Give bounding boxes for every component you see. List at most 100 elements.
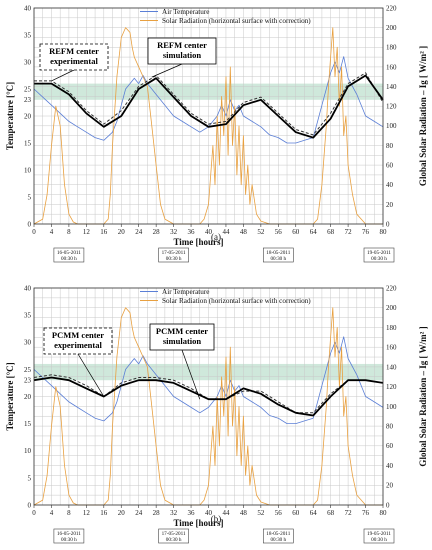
chart-b-x-tick-label: 44 — [222, 509, 230, 517]
chart-a-x-tick-label: 32 — [170, 228, 178, 236]
chart-b-date-text: 16-05-2011 — [57, 531, 81, 537]
chart-a-x-tick-label: 68 — [327, 228, 335, 236]
chart-a-date-box — [262, 247, 294, 263]
chart-a-y-left-tick-label: 35 — [24, 31, 32, 39]
chart-a-x-tick-label: 20 — [118, 228, 126, 236]
chart-a-callout-text: experimental — [50, 56, 98, 66]
chart-a-x-tick-label: 64 — [310, 228, 318, 236]
chart-b-x-tick-label: 76 — [362, 509, 370, 517]
chart-b-x-tick-label: 20 — [118, 509, 126, 517]
chart-b-y-right-tick-label: 120 — [386, 383, 397, 391]
chart-b-x-tick-label: 60 — [292, 509, 300, 517]
chart-a-y-right-axis-title: Global Solar Radiation – Ig [ W/m² ] — [418, 46, 428, 186]
chart-a-date-text: 19-05-2011 — [367, 250, 391, 256]
chart-b-y-right-tick-label: 140 — [386, 363, 397, 371]
chart-b-x-tick-label: 68 — [327, 509, 335, 517]
chart-a-y-right-tick-label: 120 — [386, 103, 397, 111]
chart-a-date-text: 00:30 h — [270, 256, 286, 262]
chart-a-y-right-tick-label: 200 — [386, 24, 397, 32]
chart-a-x-tick-label: 40 — [205, 228, 213, 236]
chart-a-series-3 — [34, 74, 384, 139]
chart-b-x-tick-label: 28 — [153, 509, 161, 517]
chart-a-callout-leader — [51, 69, 75, 82]
chart-a-y-left-tick-label: 20 — [24, 112, 32, 120]
chart-a-y-right-tick-label: 180 — [386, 44, 397, 52]
chart-b-series-1 — [33, 307, 383, 506]
chart-b-y-left-tick-label: 20 — [24, 393, 32, 401]
chart-a-date-box — [53, 247, 85, 263]
chart-b-x-tick-label: 16 — [100, 509, 108, 517]
chart-b-legend-entry: Air Temperature — [162, 288, 209, 296]
chart-b-callout-text: PCMM center — [156, 326, 208, 336]
chart-a-date-text: 18-05-2011 — [266, 250, 290, 256]
chart-b-date-text: 17-05-2011 — [162, 531, 186, 537]
chart-a-y-right-tick-label: 220 — [386, 4, 397, 12]
chart-b-series-3 — [33, 376, 384, 417]
chart-a-y-right-tick-label: 60 — [386, 161, 394, 169]
chart-a-series-1 — [33, 27, 383, 225]
chart-b-x-tick-label: 36 — [188, 509, 196, 517]
chart-a-y-right-tick-label: 20 — [386, 201, 394, 209]
chart-a-x-tick-label: 80 — [380, 228, 388, 236]
chart-b-y-left-tick-label: 40 — [24, 284, 32, 292]
chart-b-date-text: 00:30 h — [270, 537, 286, 543]
chart-a-callout-box — [39, 43, 109, 71]
chart-b-y-right-tick-label: 160 — [386, 344, 397, 352]
chart-a-x-tick-label: 52 — [257, 228, 265, 236]
chart-a-y-left-tick-label: 30 — [24, 58, 32, 66]
chart-a-x-tick-label: 36 — [188, 228, 196, 236]
chart-b-y-left-tick-label: 5 — [28, 474, 32, 482]
chart-b-callout-text: simulation — [163, 336, 202, 346]
chart-a-callout-text: simulation — [163, 50, 202, 60]
chart-b-x-tick-label: 8 — [67, 509, 71, 517]
chart-a-x-axis-title: Time [hours] — [173, 237, 223, 247]
chart-a-callout-leader — [151, 63, 183, 78]
chart-a-date-text: 00:30 h — [166, 256, 182, 262]
chart-a-y-right-tick-label: 40 — [386, 181, 394, 189]
chart-a-group: 0 4 8 12 16 20 24 28 32 36 40 44 48 52 56 60 64 68 72 76 800… — [5, 4, 428, 263]
chart-b-y-left-tick-label: 30 — [24, 339, 32, 347]
chart-b-y-right-tick-label: 80 — [386, 422, 394, 430]
chart-b-legend-entry: Solar Radiation (horizontal surface with… — [162, 297, 311, 305]
chart-b-y-right-tick-label: 200 — [386, 304, 397, 312]
chart-b-x-tick-label: 80 — [380, 509, 388, 517]
chart-b-y-right-tick-label: 180 — [386, 324, 397, 332]
chart-a-date-text: 16-05-2011 — [57, 250, 81, 256]
chart-a-x-tick-label: 16 — [100, 228, 108, 236]
chart-b-x-tick-label: 72 — [345, 509, 353, 517]
chart-b-x-tick-label: 24 — [135, 509, 143, 517]
chart-b-y-left-tick-label: 35 — [24, 312, 32, 320]
chart-b-y-right-tick-label: 20 — [386, 482, 394, 490]
chart-a-y-left-axis-title: Temperature [°C] — [5, 82, 15, 150]
chart-b-x-tick-label: 4 — [50, 509, 54, 517]
chart-b-y-left-tick-label: 25 — [24, 366, 32, 374]
chart-a-x-tick-label: 28 — [153, 228, 161, 236]
chart-b-x-tick-label: 64 — [310, 509, 318, 517]
chart-b-date-text: 00:30 h — [166, 537, 182, 543]
chart-a-y-left-tick-label: 5 — [28, 193, 32, 201]
chart-b-y-right-tick-label: 0 — [386, 501, 390, 509]
chart-b-y-right-tick-label: 40 — [386, 462, 394, 470]
chart-a-callout-text: REFM center — [49, 46, 99, 56]
chart-b-y-left-tick-label: 10 — [24, 447, 32, 455]
chart-a-date-text: 00:30 h — [371, 256, 387, 262]
chart-b-x-tick-label: 12 — [83, 509, 91, 517]
chart-b-y-left-tick-label: 15 — [24, 420, 32, 428]
chart-b-date-text: 18-05-2011 — [266, 531, 290, 537]
chart-a-callout-box — [147, 37, 217, 65]
chart-b-y-right-tick-label: 220 — [386, 284, 397, 292]
chart-a-y-left-tick-label: 40 — [24, 4, 32, 12]
chart-b-date-box — [262, 528, 294, 544]
chart-a-y-right-tick-label: 100 — [386, 122, 397, 130]
chart-b-date-text: 19-05-2011 — [367, 531, 391, 537]
chart-b-date-box — [53, 528, 85, 544]
chart-a-x-tick-label: 12 — [83, 228, 91, 236]
